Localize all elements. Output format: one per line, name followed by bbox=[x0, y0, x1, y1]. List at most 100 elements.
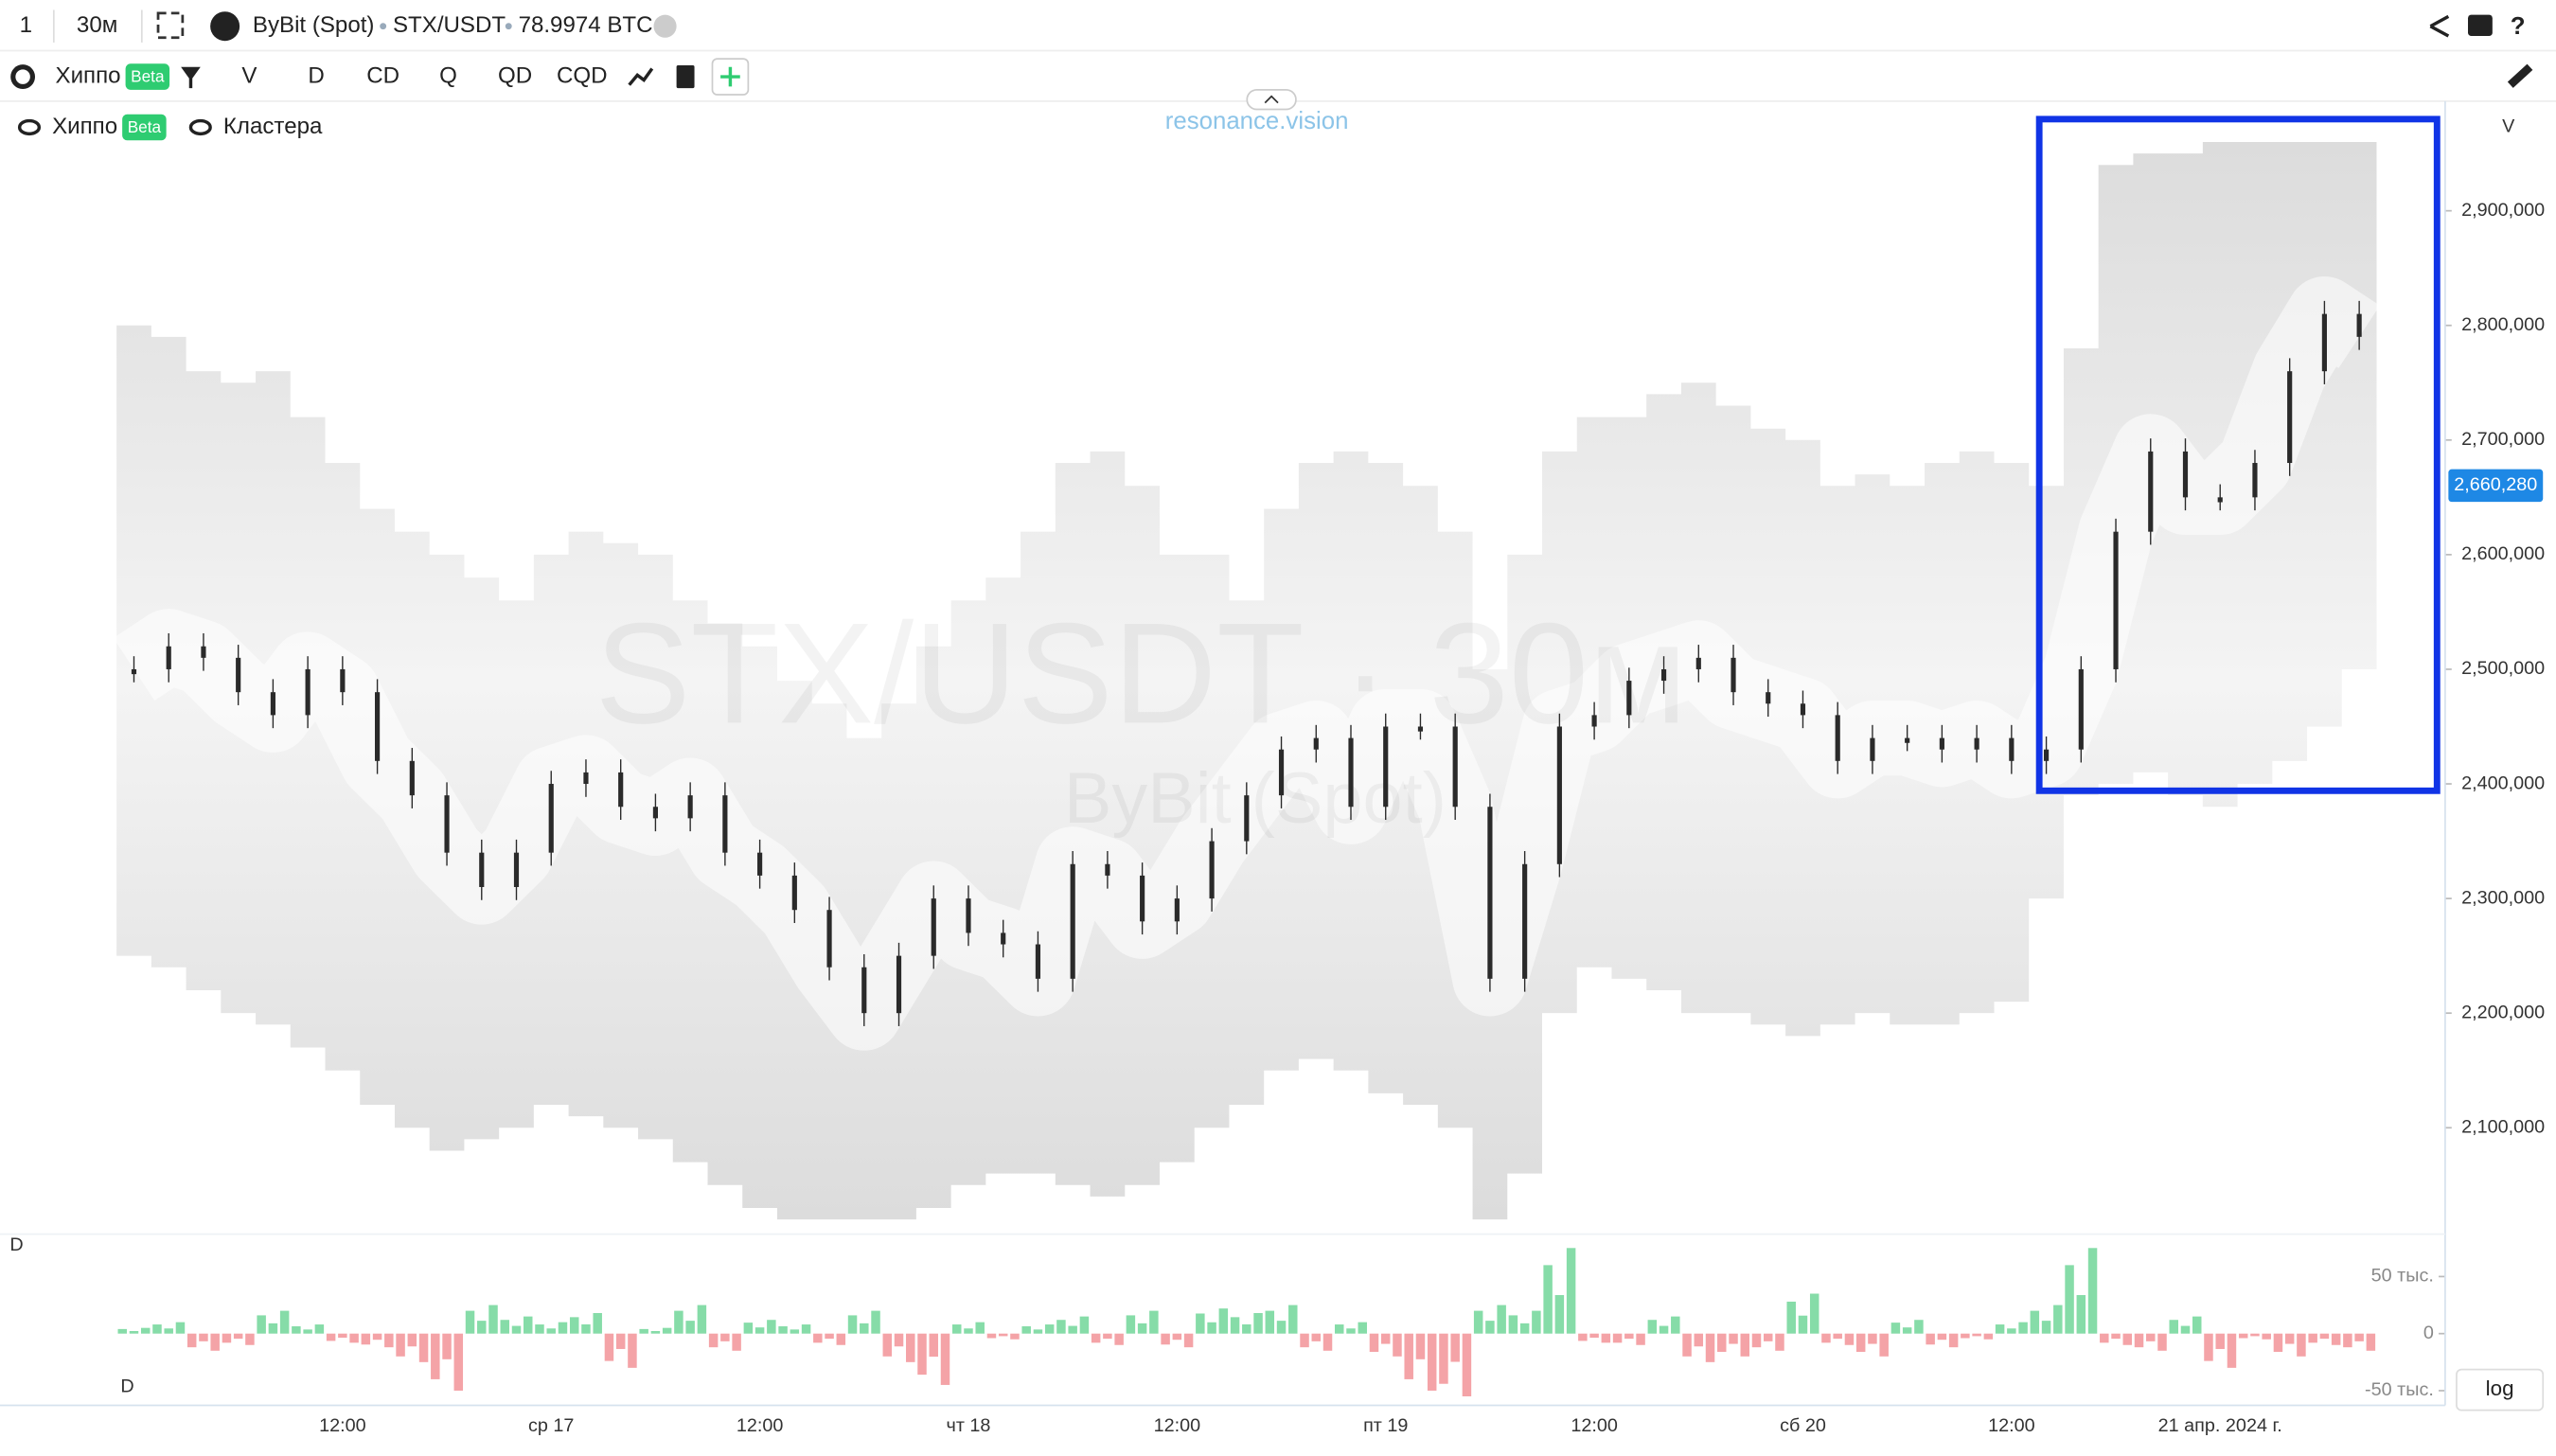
delta-bar bbox=[882, 1333, 893, 1357]
delta-bar bbox=[2284, 1333, 2295, 1344]
symbol[interactable]: STX/USDT bbox=[393, 12, 506, 38]
x-tick-label: 12:00 bbox=[737, 1415, 784, 1436]
filter-icon[interactable] bbox=[181, 66, 201, 89]
candle bbox=[375, 692, 381, 761]
delta-bar bbox=[986, 1333, 997, 1339]
indicator[interactable]: Хиппо bbox=[56, 62, 121, 88]
candle bbox=[2287, 371, 2293, 464]
delta-bar bbox=[2018, 1322, 2028, 1334]
candle bbox=[1313, 737, 1319, 750]
delta-bar bbox=[1056, 1320, 1066, 1334]
tab[interactable]: CD bbox=[366, 62, 399, 88]
candle bbox=[2078, 668, 2084, 750]
delta-bar bbox=[685, 1321, 695, 1334]
candle bbox=[722, 795, 728, 853]
candle bbox=[2113, 531, 2119, 669]
y-tick-label: 2,200,000 bbox=[2461, 1002, 2545, 1022]
tab[interactable]: Q bbox=[439, 62, 457, 88]
y-tick-label: 2,100,000 bbox=[2461, 1116, 2545, 1137]
tab[interactable]: QD bbox=[498, 62, 532, 88]
delta-bar bbox=[1983, 1333, 1994, 1340]
tab[interactable]: CQD bbox=[557, 62, 608, 88]
y-tick-label: 2,400,000 bbox=[2461, 772, 2545, 793]
delta-bar bbox=[1694, 1333, 1704, 1347]
candle bbox=[2148, 451, 2154, 532]
y-tick-label: 50 тыс. bbox=[2371, 1266, 2434, 1287]
delta-bar bbox=[581, 1323, 591, 1334]
delta-bar bbox=[940, 1333, 950, 1385]
delta-bar bbox=[650, 1330, 661, 1334]
delta-bar bbox=[1764, 1333, 1773, 1341]
delta-bar bbox=[813, 1333, 823, 1343]
delta-bar bbox=[1682, 1333, 1692, 1357]
delta-bar bbox=[1230, 1317, 1240, 1334]
interval-count[interactable]: 1 bbox=[20, 12, 32, 38]
delta-bar bbox=[511, 1325, 522, 1334]
log-label[interactable]: log bbox=[2486, 1376, 2514, 1400]
delta-bar bbox=[1937, 1333, 1947, 1341]
delta-bar bbox=[1497, 1305, 1506, 1334]
candle bbox=[1626, 681, 1632, 716]
collapse-button[interactable] bbox=[1246, 89, 1297, 111]
candle bbox=[305, 668, 311, 716]
log-button[interactable] bbox=[2456, 1368, 2545, 1412]
delta-bar bbox=[1033, 1329, 1043, 1334]
delta-bar bbox=[326, 1333, 336, 1341]
delta-bar bbox=[1183, 1333, 1194, 1348]
delta-bar bbox=[847, 1315, 858, 1334]
line-icon[interactable] bbox=[628, 67, 654, 86]
panel-label: D bbox=[9, 1234, 23, 1255]
tab[interactable]: D bbox=[308, 62, 324, 88]
chevron bbox=[1264, 95, 1279, 104]
candle bbox=[757, 852, 763, 876]
delta-bar bbox=[894, 1333, 904, 1347]
candle bbox=[1070, 863, 1075, 979]
delta-bar bbox=[2343, 1333, 2352, 1348]
candle bbox=[1731, 657, 1736, 693]
candle bbox=[1209, 841, 1215, 899]
delta-bar bbox=[1288, 1305, 1298, 1334]
delta-bar bbox=[1705, 1333, 1715, 1362]
delta-bar bbox=[2227, 1333, 2237, 1368]
delta-bar bbox=[1532, 1310, 1541, 1334]
help-icon[interactable]: ? bbox=[2511, 13, 2526, 40]
candle bbox=[270, 692, 275, 716]
exchange[interactable]: ByBit (Spot) bbox=[253, 12, 375, 38]
eye-icon[interactable] bbox=[17, 118, 42, 136]
delta-bar bbox=[1624, 1333, 1634, 1340]
candle bbox=[1140, 875, 1145, 922]
video-icon[interactable] bbox=[2468, 14, 2493, 37]
share-icon[interactable] bbox=[2429, 14, 2450, 38]
candle bbox=[2182, 451, 2189, 498]
delta-bar bbox=[1589, 1333, 1599, 1339]
delta-bar bbox=[1740, 1333, 1750, 1357]
delta-bar bbox=[2111, 1333, 2121, 1340]
screenshot-icon[interactable] bbox=[156, 11, 185, 40]
delta-bar bbox=[465, 1310, 475, 1334]
delta-bar bbox=[175, 1322, 186, 1334]
interval[interactable]: 30м bbox=[77, 12, 117, 38]
delta-bar bbox=[2134, 1333, 2144, 1348]
eye-icon[interactable] bbox=[188, 118, 212, 136]
dot bbox=[380, 23, 387, 30]
delta-bar bbox=[1833, 1333, 1842, 1340]
delta-bar bbox=[546, 1328, 556, 1334]
x-tick-label: 21 апр. 2024 г. bbox=[2158, 1415, 2282, 1436]
settings-icon[interactable] bbox=[10, 64, 36, 90]
plot: 2,100,000 2,200,000 2,300,000 2,400,000 2,50… bbox=[9, 115, 2545, 1436]
delta-bar bbox=[1450, 1333, 1460, 1362]
delta-bar bbox=[2308, 1333, 2317, 1343]
tab[interactable]: V bbox=[241, 62, 257, 88]
delta-bar bbox=[929, 1333, 938, 1358]
ruler-icon[interactable] bbox=[2507, 63, 2533, 88]
candle bbox=[2043, 749, 2050, 761]
delta-bar bbox=[2366, 1333, 2376, 1351]
candle bbox=[548, 784, 554, 853]
candle bbox=[791, 875, 797, 911]
highlight-box bbox=[2035, 115, 2441, 794]
delta-bar bbox=[836, 1333, 846, 1345]
delta-bar bbox=[1335, 1324, 1344, 1334]
doc-icon[interactable] bbox=[676, 65, 695, 89]
add-button[interactable] bbox=[711, 58, 750, 96]
